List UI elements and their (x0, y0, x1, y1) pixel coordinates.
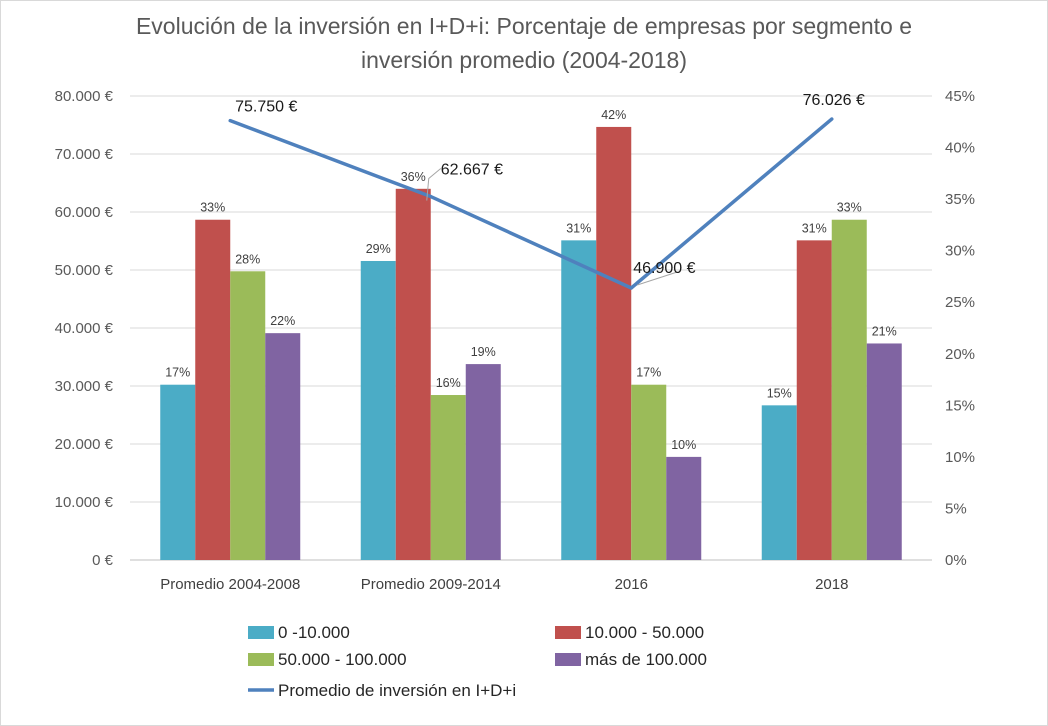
bar (666, 456, 702, 560)
chart-title-line-1: Evolución de la inversión en I+D+i: Porc… (136, 13, 912, 39)
line-data-label: 62.667 € (441, 162, 503, 179)
line-series (228, 117, 834, 290)
bar (195, 219, 231, 560)
bar-data-label: 15% (767, 386, 792, 400)
y-right-tick-label: 45% (945, 88, 975, 105)
y-left-tick-label: 0 € (92, 552, 114, 569)
legend-swatch (248, 626, 274, 639)
bar (631, 384, 667, 560)
line-data-label: 76.026 € (803, 92, 865, 109)
y-right-tick-label: 10% (945, 449, 975, 466)
bar (796, 240, 832, 560)
legend-swatch (248, 653, 274, 666)
leader-line (426, 168, 442, 201)
legend-label: más de 100.000 (585, 650, 707, 669)
x-category-label: Promedio 2009-2014 (361, 576, 501, 593)
bar-data-label: 36% (401, 170, 426, 184)
bar-data-label: 31% (802, 221, 827, 235)
bar-data-label: 17% (165, 366, 190, 380)
bar (160, 384, 196, 560)
leader-line (637, 271, 678, 286)
bar-data-label: 33% (837, 201, 862, 215)
bar-data-label: 16% (436, 376, 461, 390)
legend-label: 0 -10.000 (278, 623, 350, 642)
bar (561, 240, 597, 560)
y-left-tick-label: 70.000 € (55, 146, 114, 163)
legend-swatch (555, 653, 581, 666)
y-left-tick-label: 80.000 € (55, 88, 114, 105)
y-left-tick-label: 40.000 € (55, 320, 114, 337)
line-point (429, 195, 433, 199)
bar-data-label: 22% (270, 314, 295, 328)
bar-data-label: 33% (200, 201, 225, 215)
y-right-tick-label: 15% (945, 397, 975, 414)
bar-data-label: 10% (671, 438, 696, 452)
y-right-tick-label: 40% (945, 140, 975, 157)
x-category-label: 2018 (815, 576, 848, 593)
bar (395, 188, 431, 561)
y-left-tick-label: 20.000 € (55, 436, 114, 453)
bar-data-label: 42% (601, 108, 626, 122)
legend-label: Promedio de inversión en I+D+i (278, 681, 516, 700)
bar (360, 260, 396, 560)
bar (866, 343, 902, 560)
legend-label: 50.000 - 100.000 (278, 650, 407, 669)
y-left-tick-label: 50.000 € (55, 262, 114, 279)
bar (761, 405, 797, 560)
y-left-tick-label: 30.000 € (55, 378, 114, 395)
line-point (228, 119, 232, 123)
y-right-tick-label: 25% (945, 294, 975, 311)
y-right-tick-label: 5% (945, 500, 967, 517)
bar (230, 271, 266, 560)
bar-data-label: 17% (636, 366, 661, 380)
x-category-label: Promedio 2004-2008 (160, 576, 300, 593)
bar (831, 219, 867, 560)
bar-data-label: 19% (471, 345, 496, 359)
line-point (629, 286, 633, 290)
bar (465, 364, 501, 560)
y-left-tick-label: 60.000 € (55, 204, 114, 221)
bar-data-label: 21% (872, 324, 897, 338)
y-right-tick-label: 35% (945, 191, 975, 208)
bar-data-label: 29% (366, 242, 391, 256)
bar-data-label: 31% (566, 221, 591, 235)
y-right-tick-label: 30% (945, 243, 975, 260)
y-right-tick-label: 20% (945, 346, 975, 363)
x-category-label: 2016 (615, 576, 648, 593)
y-left-tick-label: 10.000 € (55, 494, 114, 511)
legend-label: 10.000 - 50.000 (585, 623, 704, 642)
line-data-label: 46.900 € (633, 260, 695, 277)
bar (265, 333, 301, 560)
line-data-label: 75.750 € (235, 99, 297, 116)
bar (430, 395, 466, 560)
y-right-tick-label: 0% (945, 552, 967, 569)
bar (596, 126, 632, 560)
legend-swatch (555, 626, 581, 639)
bar-data-label: 28% (235, 252, 260, 266)
chart-title-line-2: inversión promedio (2004-2018) (361, 47, 687, 73)
line-point (830, 117, 834, 121)
